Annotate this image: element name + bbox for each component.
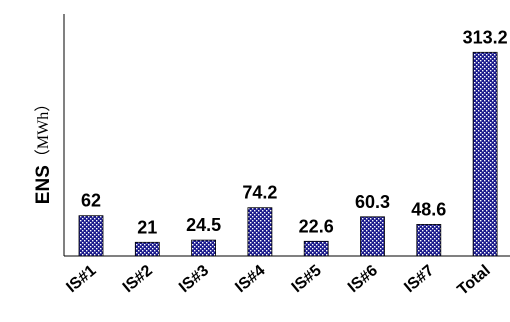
bar-is1 (78, 215, 104, 257)
x-tick-is4: IS#4 (232, 262, 268, 296)
bar-is2 (134, 241, 160, 257)
y-axis-label: ENS (33, 165, 54, 204)
x-tick-is7: IS#7 (401, 262, 437, 296)
bar-is5 (303, 240, 329, 257)
data-label-is5: 22.6 (299, 216, 334, 236)
bar-total (472, 51, 498, 257)
x-tick-is1: IS#1 (63, 262, 99, 296)
data-label-is6: 60.3 (355, 192, 390, 212)
data-label-is7: 48.6 (411, 199, 446, 219)
x-tick-is2: IS#2 (120, 262, 156, 296)
bars-group (78, 51, 498, 257)
bar-is3 (191, 239, 217, 257)
data-labels-group: 62 21 24.5 74.2 22.6 60.3 48.6 313.2 (81, 27, 508, 237)
x-tick-is3: IS#3 (176, 262, 212, 296)
bar-is7 (416, 223, 442, 257)
x-tick-labels-group: IS#1 IS#2 IS#3 IS#4 IS#5 IS#6 IS#7 Total (63, 262, 493, 299)
data-label-is2: 21 (137, 217, 157, 237)
x-tick-is6: IS#6 (345, 262, 381, 296)
data-label-is4: 74.2 (242, 183, 277, 203)
svg-text:ENS（MWh）: ENS（MWh） (33, 96, 54, 204)
bar-is6 (360, 216, 385, 257)
bar-is4 (247, 207, 273, 257)
x-tick-is5: IS#5 (289, 262, 325, 296)
y-axis-title: ENS（MWh） (33, 96, 54, 204)
data-label-is3: 24.5 (186, 215, 221, 235)
data-label-total: 313.2 (463, 27, 508, 47)
y-axis-unit: （MWh） (34, 96, 52, 165)
x-tick-total: Total (454, 262, 493, 299)
data-label-is1: 62 (81, 191, 101, 211)
